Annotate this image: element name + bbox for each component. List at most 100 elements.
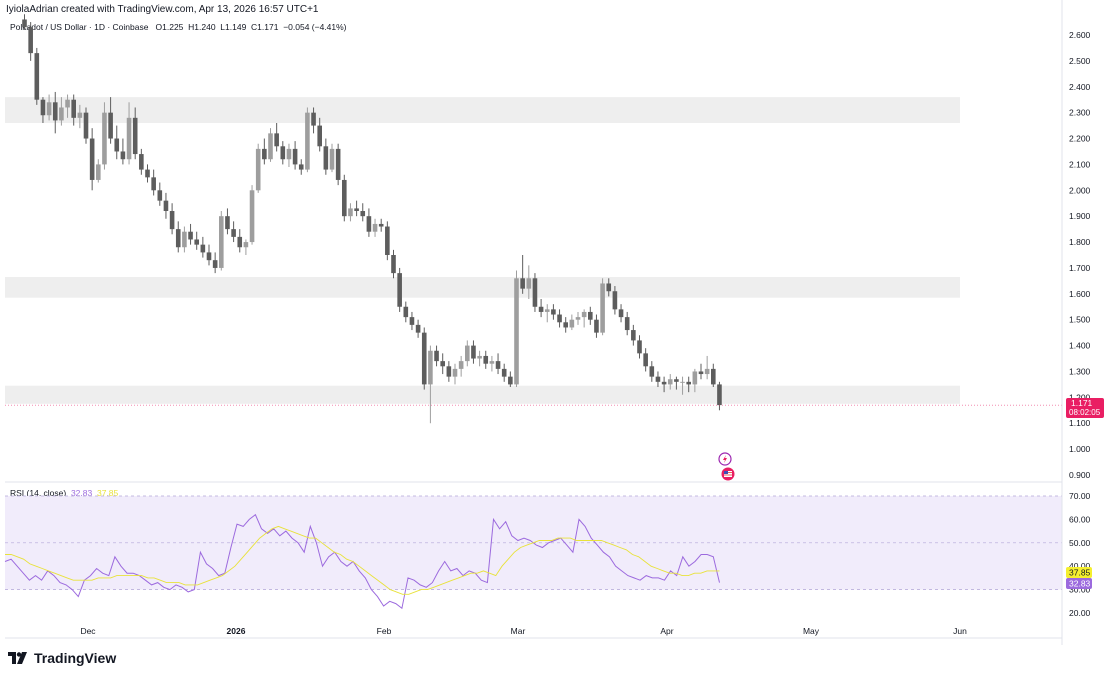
candle (59, 97, 64, 126)
candle-body (360, 211, 366, 217)
rsi-ma-legend-value: 37.85 (96, 488, 119, 498)
symbol-name[interactable]: Polkadot / US Dollar · 1D · Coinbase (10, 22, 149, 32)
candle-body (206, 252, 212, 261)
candle (649, 361, 655, 382)
candle-body (458, 361, 464, 369)
candle-body (163, 200, 169, 211)
candle (169, 203, 175, 235)
candle-body (188, 231, 193, 240)
candle-body (643, 353, 648, 367)
event-markers (718, 452, 735, 481)
candle-body (169, 211, 175, 230)
candle (132, 107, 138, 160)
rsi-axis-tick: 70.00 (1069, 491, 1091, 501)
candle (108, 97, 113, 144)
candle (22, 14, 27, 30)
candle (704, 355, 710, 380)
candle (354, 200, 359, 217)
candle (348, 203, 353, 222)
candle (588, 306, 593, 325)
candle (495, 353, 501, 375)
candle (551, 304, 556, 320)
candle-body (286, 148, 292, 160)
rsi-axis-tick: 50.00 (1069, 538, 1091, 548)
price-axis-tick: 1.000 (1069, 444, 1091, 454)
last-price-badge: 1.171 08:02:05 (1066, 398, 1104, 418)
candle (305, 107, 310, 173)
candle-body (212, 260, 218, 268)
candle-body (280, 146, 286, 160)
candle (237, 229, 243, 253)
candle-body (415, 324, 421, 333)
chart-credit: IyiolaAdrian created with TradingView.co… (6, 4, 319, 15)
price-axis-tick: 1.700 (1069, 263, 1091, 273)
candle-body (243, 242, 249, 248)
rsi-label[interactable]: RSI (14, close) (10, 488, 67, 498)
candle (89, 128, 95, 191)
candle-body (544, 309, 550, 312)
candle-body (292, 148, 298, 165)
zone-1 (5, 277, 960, 298)
candle-body (637, 340, 642, 354)
us-flag-icon[interactable] (721, 467, 735, 481)
candle-body (298, 164, 304, 170)
candle-body (717, 384, 722, 406)
candle (680, 376, 685, 395)
candle-body (526, 278, 532, 289)
candle (298, 159, 304, 175)
ohlc-change: −0.054 (−4.41%) (283, 22, 347, 32)
candle (372, 218, 378, 237)
candle-body (225, 216, 230, 230)
candle-body (649, 366, 655, 377)
support-resistance-zones (5, 97, 960, 404)
candle (194, 231, 199, 250)
candle-body (495, 361, 501, 369)
candle (569, 314, 575, 331)
candle (329, 143, 335, 173)
chart-canvas[interactable]: 2.600 2.500 2.400 2.300 2.200 2.100 2.000 1.900… (0, 0, 1113, 645)
bar-countdown: 08:02:05 (1069, 408, 1101, 417)
candle (157, 182, 163, 206)
candle (698, 363, 704, 380)
candle-body (397, 273, 402, 307)
candle (717, 381, 722, 411)
ohlc-open: O1.225 (155, 22, 184, 32)
candle (175, 221, 181, 253)
price-axis-tick: 1.400 (1069, 341, 1091, 351)
candle (692, 368, 698, 393)
candle-body (89, 138, 95, 180)
candle-body (465, 345, 470, 362)
rsi-ma-line (5, 525, 720, 595)
time-axis-label: Mar (511, 626, 526, 636)
candle-body (77, 112, 83, 118)
candle (594, 314, 599, 338)
candle (489, 355, 495, 372)
candle-body (354, 208, 359, 211)
flash-icon[interactable] (718, 452, 732, 466)
candle-body (28, 27, 33, 54)
candle (508, 371, 513, 387)
candle (163, 192, 169, 219)
candle-body (391, 255, 396, 274)
candle-body (704, 368, 710, 375)
candle (102, 102, 107, 170)
candle (397, 267, 402, 312)
candle-body (551, 309, 556, 315)
price-axis-tick: 0.900 (1069, 470, 1091, 480)
tradingview-logo[interactable]: TradingView (8, 650, 116, 666)
candle (452, 363, 458, 385)
candle (637, 335, 642, 359)
candle (667, 374, 673, 390)
candle-body (711, 368, 716, 385)
brand-name: TradingView (34, 650, 117, 666)
candle-body (59, 107, 64, 121)
candle (262, 138, 267, 165)
candle-body (175, 229, 181, 248)
candle (471, 340, 476, 364)
candle (335, 143, 341, 186)
candle-body (305, 112, 310, 170)
candle-body (667, 379, 673, 385)
candle (280, 141, 286, 165)
time-axis-label: Apr (660, 626, 673, 636)
candle-body (372, 223, 378, 232)
